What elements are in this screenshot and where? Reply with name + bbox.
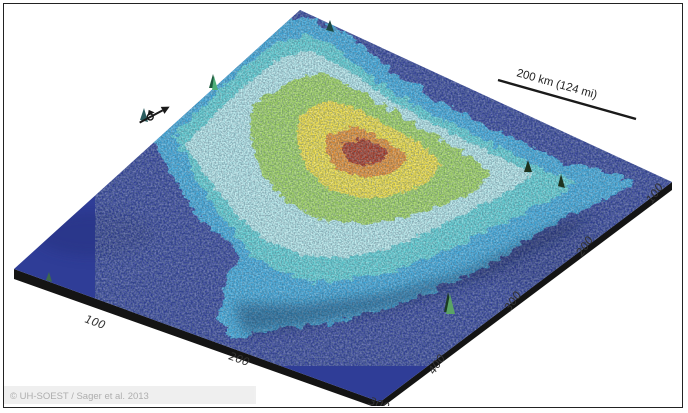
north-arrow-icon (139, 106, 170, 124)
tick-label: 300 (367, 395, 391, 406)
relief-surface (34, 16, 632, 338)
tamu-massif-relief-map: 200 km (124 mi) 100 200 300 400 100 200 … (4, 10, 672, 406)
credit-text: © UH-SOEST / Sager et al. 2013 (10, 391, 149, 402)
image-credit: © UH-SOEST / Sager et al. 2013 (4, 386, 256, 404)
tick-label: 100 (83, 313, 107, 332)
map-frame: 200 km (124 mi) 100 200 300 400 100 200 … (3, 3, 683, 408)
